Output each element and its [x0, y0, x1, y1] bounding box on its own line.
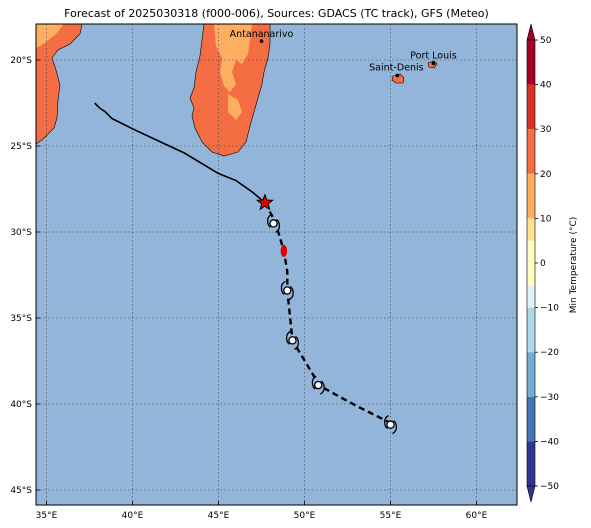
colorbar-tick-label: 40 [540, 81, 552, 91]
city-label: Antananarivo [230, 29, 294, 40]
tropical-storm-icon [280, 280, 294, 301]
africa-landmass [36, 24, 83, 145]
tropical-storm-icon [311, 375, 325, 395]
colorbar-band [527, 173, 535, 219]
colorbar-tick-label: 10 [540, 214, 552, 224]
colorbar-band [527, 307, 535, 353]
city-dot [259, 39, 264, 43]
colorbar-band [527, 129, 535, 174]
observed-track-line [94, 102, 266, 204]
lon-tick-label: 50°E [294, 511, 316, 521]
colorbar-tick-label: −10 [540, 304, 559, 314]
lat-tick-label: 35°S [10, 314, 32, 324]
lat-tick-label: 20°S [10, 56, 32, 66]
colorbar-tick-label: 50 [540, 36, 552, 46]
forecast-track-line [263, 202, 392, 424]
colorbar-top-extension [526, 23, 536, 41]
lat-tick-label: 40°S [10, 400, 32, 410]
tropical-storm-icon [267, 213, 281, 233]
africa-warm-patch [36, 24, 64, 48]
city-dot [395, 73, 400, 78]
map-title: Forecast of 2025030318 (f000-006), Sourc… [64, 7, 489, 20]
colorbar-band [527, 84, 535, 130]
lat-tick-label: 45°S [10, 486, 32, 496]
city-label: Saint-Denis [369, 62, 423, 73]
colorbar: 50 40 30 20 10 0 −10 −20 −30 −40 −50 Min Temperatu… [526, 23, 579, 503]
colorbar-tick-label: 30 [540, 125, 552, 135]
colorbar-tick-label: −40 [540, 437, 559, 447]
colorbar-band [527, 218, 535, 241]
lat-tick-label: 30°S [10, 228, 32, 238]
colorbar-band [527, 352, 535, 397]
colorbar-tick-label: 20 [540, 170, 552, 180]
lat-tick-label: 25°S [10, 142, 32, 152]
colorbar-band [527, 396, 535, 442]
colorbar-tick-label: −50 [540, 482, 559, 492]
colorbar-bottom-extension [526, 485, 536, 503]
ocean [36, 24, 517, 505]
colorbar-band [527, 40, 535, 85]
colorbar-band [527, 441, 535, 486]
colorbar-tick-label: −20 [540, 348, 559, 358]
current-position-star-icon [255, 193, 274, 211]
colorbar-tick-label: 0 [540, 259, 546, 269]
tropical-storm-icon [285, 330, 299, 350]
colorbar-tick-label: −30 [540, 393, 559, 403]
forecast-red-marker [280, 244, 288, 257]
lon-tick-label: 35°E [36, 511, 58, 521]
lon-tick-label: 40°E [122, 511, 144, 521]
lon-tick-label: 55°E [380, 511, 402, 521]
tropical-storm-icon [383, 415, 398, 435]
lon-tick-label: 60°E [466, 511, 488, 521]
reunion-island [391, 73, 405, 84]
map-frame [35, 23, 518, 506]
city-label: Port Louis [410, 50, 456, 61]
colorbar-band [527, 285, 535, 308]
city-dot [431, 61, 436, 66]
lon-tick-label: 45°E [208, 511, 230, 521]
colorbar-label: Min Temperature (°C) [569, 217, 579, 314]
colorbar-band [527, 240, 535, 286]
madagascar-warm-south [228, 94, 242, 120]
madagascar-warm-highlands [214, 24, 252, 92]
